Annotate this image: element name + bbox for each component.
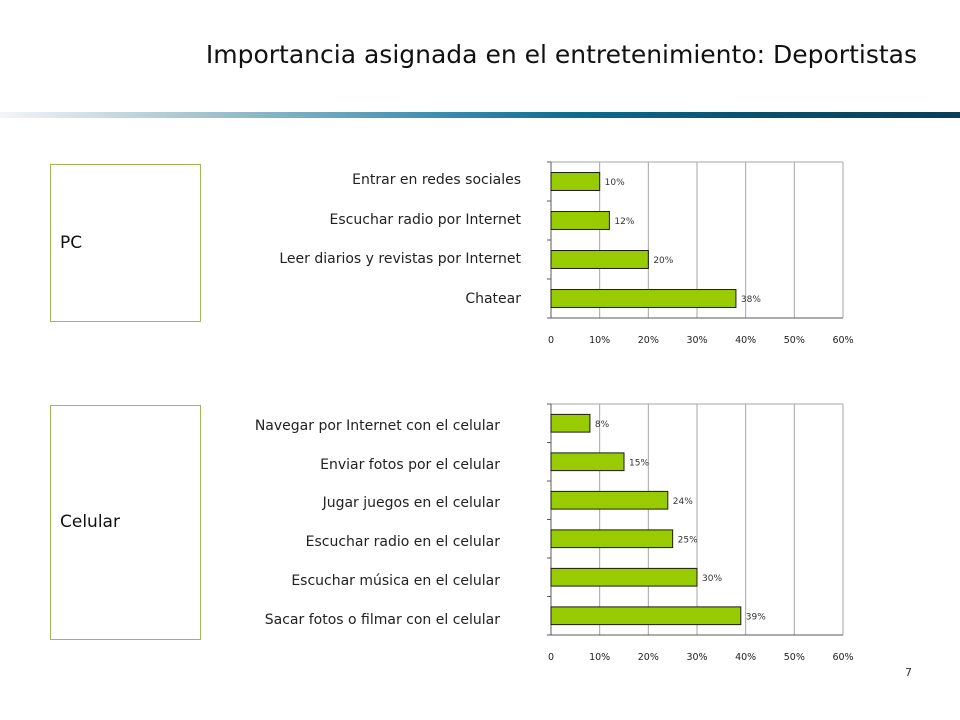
- x-tick-label: 30%: [686, 335, 707, 346]
- x-tick-label: 60%: [832, 652, 853, 663]
- section-label-celular: Celular: [60, 512, 120, 532]
- slide-title: Importancia asignada en el entretenimien…: [205, 40, 917, 69]
- x-tick-label: 20%: [638, 652, 659, 663]
- section-label-pc: PC: [60, 233, 83, 253]
- bar: [550, 490, 669, 510]
- x-tick-label: 20%: [638, 335, 659, 346]
- x-tick-label: 0: [548, 335, 554, 346]
- page-number: 7: [905, 666, 912, 679]
- section-box-pc: PC: [50, 164, 201, 322]
- bar: [550, 606, 742, 626]
- bar: [550, 289, 737, 308]
- x-tick-label: 50%: [784, 335, 805, 346]
- category-label: Entrar en redes sociales: [352, 172, 521, 188]
- data-label: 38%: [741, 295, 761, 305]
- category-label: Escuchar música en el celular: [291, 572, 500, 589]
- x-tick-label: 0: [548, 652, 554, 663]
- x-tick-label: 30%: [686, 652, 707, 663]
- category-label: Enviar fotos por el celular: [320, 456, 500, 473]
- category-label: Escuchar radio en el celular: [305, 534, 500, 551]
- x-tick-label: 60%: [832, 335, 853, 346]
- x-tick-label: 10%: [589, 652, 610, 663]
- bar: [550, 250, 649, 269]
- category-label: Leer diarios y revistas por Internet: [279, 251, 521, 267]
- data-label: 20%: [653, 256, 673, 266]
- category-label: Navegar por Internet con el celular: [254, 418, 500, 434]
- section-box-celular: Celular: [50, 405, 201, 640]
- x-tick-label: 50%: [784, 652, 805, 663]
- category-label: Escuchar radio por Internet: [329, 211, 521, 228]
- data-label: 24%: [673, 497, 693, 507]
- category-label: Sacar fotos o filmar con el celular: [264, 611, 500, 628]
- bar: [550, 567, 698, 587]
- x-tick-label: 40%: [735, 652, 756, 663]
- data-label: 15%: [629, 458, 649, 468]
- bar: [550, 211, 610, 230]
- x-tick-label: 40%: [735, 335, 756, 346]
- bar: [550, 172, 601, 191]
- title-divider-bar: [0, 112, 960, 118]
- bar: [550, 452, 625, 472]
- data-label: 10%: [605, 178, 625, 188]
- bar: [550, 529, 674, 549]
- data-label: 8%: [595, 420, 610, 430]
- data-label: 39%: [746, 612, 766, 622]
- data-label: 30%: [702, 574, 722, 584]
- category-label: Chatear: [465, 290, 521, 307]
- bar: [550, 413, 591, 433]
- data-label: 25%: [678, 535, 698, 545]
- x-tick-label: 10%: [589, 335, 610, 346]
- category-label: Jugar juegos en el celular: [322, 495, 500, 512]
- data-label: 12%: [614, 217, 634, 227]
